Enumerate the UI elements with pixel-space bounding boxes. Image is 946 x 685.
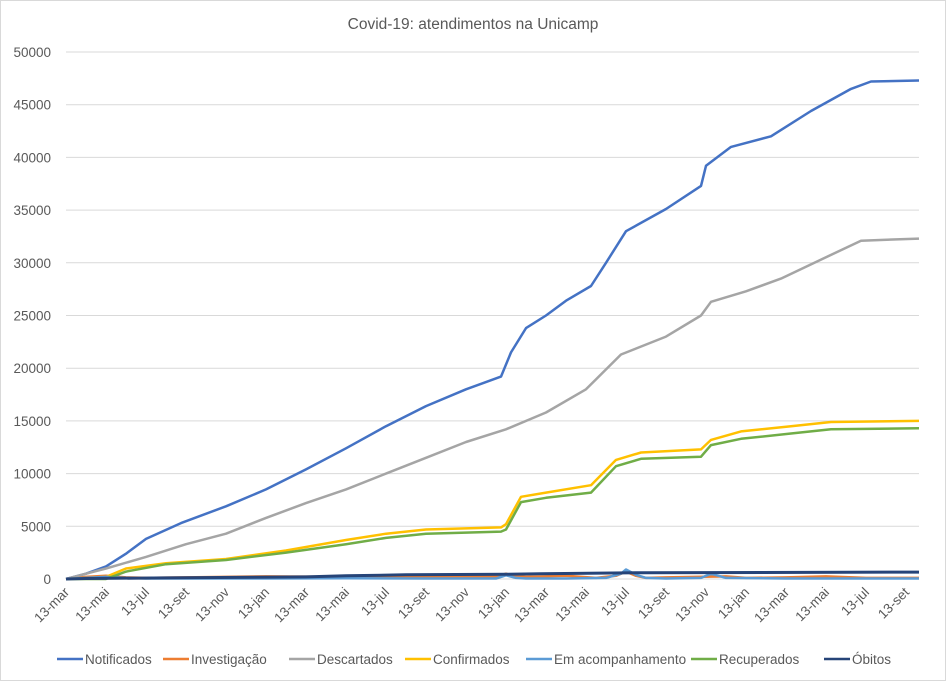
x-tick-label: 13-mai xyxy=(792,585,832,625)
series-line--bitos xyxy=(65,570,920,581)
x-tick-label: 13-jan xyxy=(235,585,272,622)
x-tick-label: 13-jan xyxy=(475,585,512,622)
chart-title: Covid-19: atendimentos na Unicamp xyxy=(348,16,599,33)
x-tick-label: 13-jan xyxy=(715,585,752,622)
series-line-notificados xyxy=(65,79,920,581)
legend-label: Descartados xyxy=(317,652,393,667)
x-tick-label: 13-set xyxy=(395,584,432,621)
y-tick-label: 20000 xyxy=(13,361,51,376)
y-tick-label: 45000 xyxy=(13,98,51,113)
x-tick-label: 13-nov xyxy=(672,584,712,624)
x-tick-label: 13-mai xyxy=(552,585,592,625)
legend-label: Confirmados xyxy=(433,652,510,667)
legend-label: Em acompanhamento xyxy=(554,652,686,667)
legend-label: Óbitos xyxy=(852,652,891,667)
x-tick-label: 13-nov xyxy=(432,584,472,624)
y-tick-label: 40000 xyxy=(13,150,51,165)
x-tick-label: 13-mar xyxy=(511,584,552,625)
x-tick-label: 13-mar xyxy=(271,584,312,625)
series-line-descartados xyxy=(65,237,920,581)
x-tick-label: 13-set xyxy=(635,584,672,621)
legend-label: Notificados xyxy=(85,652,152,667)
x-tick-label: 13-set xyxy=(155,584,192,621)
x-tick-label: 13-set xyxy=(875,584,912,621)
x-tick-label: 13-mar xyxy=(751,584,792,625)
y-tick-label: 15000 xyxy=(13,414,51,429)
legend-label: Recuperados xyxy=(719,652,800,667)
y-tick-label: 5000 xyxy=(21,519,51,534)
y-tick-label: 30000 xyxy=(13,256,51,271)
y-tick-label: 50000 xyxy=(13,45,51,60)
x-tick-label: 13-jul xyxy=(598,585,632,619)
x-tick-label: 13-mar xyxy=(31,584,72,625)
x-tick-label: 13-jul xyxy=(358,585,392,619)
x-tick-label: 13-jul xyxy=(118,585,152,619)
legend-label: Investigação xyxy=(191,652,267,667)
y-tick-label: 0 xyxy=(43,572,51,587)
series-line-recuperados xyxy=(66,427,920,581)
x-tick-label: 13-mai xyxy=(72,585,112,625)
x-tick-label: 13-mai xyxy=(312,585,352,625)
y-tick-label: 25000 xyxy=(13,309,51,324)
y-tick-label: 35000 xyxy=(13,203,51,218)
x-tick-label: 13-nov xyxy=(192,584,232,624)
y-tick-label: 10000 xyxy=(13,467,51,482)
series-line-confirmados xyxy=(65,419,920,581)
x-tick-label: 13-jul xyxy=(838,585,872,619)
